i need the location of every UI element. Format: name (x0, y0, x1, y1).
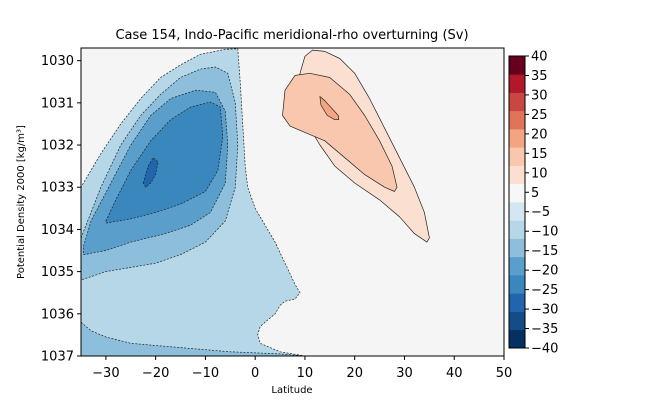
y-axis: 1030 1031 1032 1033 1034 1035 1036 1037 (41, 54, 81, 365)
colorbar-tick-label: 30 (531, 88, 548, 103)
colorbar-tick-label: −40 (531, 342, 558, 357)
plot-frame (80, 47, 505, 357)
colorbar-segment (509, 202, 525, 221)
colorbar-segment (509, 92, 525, 112)
x-tick-label: 40 (446, 366, 463, 381)
colorbar-tick-label: −10 (531, 225, 558, 240)
contour-neg-level-bottom (80, 321, 306, 357)
x-tick-label: −10 (192, 366, 219, 381)
contour-neg-level-4 (105, 101, 224, 224)
colorbar-segment (509, 293, 525, 312)
x-tick-label: 50 (496, 366, 513, 381)
colorbar-segment (509, 183, 525, 203)
colorbar-segment (509, 256, 525, 276)
contour-neg-level-5 (142, 157, 159, 188)
colorbar-tick-label: 20 (531, 127, 548, 142)
x-tick-label: −30 (92, 366, 119, 381)
y-tick-label: 1032 (41, 139, 74, 154)
x-axis-label: Latitude (271, 385, 312, 396)
y-tick-label: 1036 (41, 307, 74, 322)
colorbar-segment (509, 311, 525, 331)
colorbar-segment (509, 238, 525, 258)
colorbar-tick-label: −20 (531, 264, 558, 279)
colorbar-segment (509, 129, 525, 148)
colorbar: −40 −35 −30 −25 −20 −15 −10 −5 5 10 15 20 25 30 35 40 (508, 50, 558, 357)
contour-regions (80, 48, 430, 357)
y-tick-label: 1034 (41, 223, 74, 238)
colorbar-tick-label: 15 (531, 147, 548, 162)
colorbar-segment (509, 329, 525, 349)
colorbar-segment (509, 275, 525, 294)
plot-area (80, 47, 505, 357)
colorbar-tick-label: 35 (531, 69, 548, 84)
x-tick-label: 30 (396, 366, 413, 381)
chart-title: Case 154, Indo-Pacific meridional-rho ov… (115, 28, 468, 43)
colorbar-segment (509, 147, 525, 166)
colorbar-tick-label: −25 (531, 283, 558, 298)
colorbar-tick-label: −5 (531, 205, 550, 220)
colorbar-tick-label: −35 (531, 322, 558, 337)
colorbar-segment (509, 56, 525, 75)
colorbar-frame (508, 55, 526, 349)
colorbar-tick-label: 10 (531, 166, 548, 181)
colorbar-segment (509, 165, 525, 185)
colorbar-tick-label: −30 (531, 303, 558, 318)
x-tick-label: 20 (346, 366, 363, 381)
colorbar-segment (509, 74, 525, 93)
y-tick-label: 1033 (41, 181, 74, 196)
colorbar-segment (509, 220, 525, 239)
x-axis: −30 −20 −10 0 10 20 30 40 50 (92, 356, 512, 381)
y-tick-label: 1037 (41, 350, 74, 365)
colorbar-segment (509, 110, 525, 130)
y-tick-label: 1030 (41, 54, 74, 69)
colorbar-tick-label: 5 (531, 186, 539, 201)
colorbar-tick-label: −15 (531, 244, 558, 259)
contour-pos-level-3 (319, 96, 340, 121)
contour-pos-level-2 (282, 72, 398, 192)
y-tick-label: 1031 (41, 96, 74, 111)
x-tick-label: 10 (297, 366, 314, 381)
colorbar-tick-label: 40 (531, 50, 548, 65)
x-tick-label: −20 (142, 366, 169, 381)
y-tick-label: 1035 (41, 265, 74, 280)
colorbar-tick-label: 25 (531, 108, 548, 123)
y-axis-label: Potential Density 2000 [kg/m³] (16, 125, 27, 279)
x-tick-label: 0 (251, 366, 259, 381)
